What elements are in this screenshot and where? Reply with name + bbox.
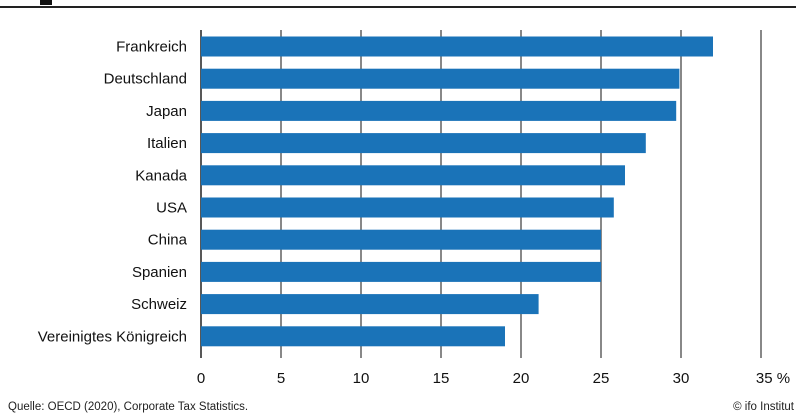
bar (201, 36, 713, 57)
bar (201, 197, 614, 218)
bar (201, 165, 625, 186)
x-tick-label: 10 (353, 370, 370, 387)
x-tick-label: 15 (433, 370, 450, 387)
category-label: Japan (146, 103, 187, 120)
x-tick-label: 20 (513, 370, 530, 387)
x-tick-label: 5 (277, 370, 285, 387)
category-label: Vereinigtes Königreich (38, 328, 187, 345)
bar (201, 68, 680, 89)
category-label: Italien (147, 135, 187, 152)
category-label: Schweiz (131, 296, 187, 313)
bar (201, 294, 539, 315)
bar (201, 133, 646, 154)
top-rule (0, 6, 796, 8)
x-tick-label: 30 (673, 370, 690, 387)
bar (201, 326, 505, 347)
x-tick-label: 25 (593, 370, 610, 387)
source-note: Quelle: OECD (2020), Corporate Tax Stati… (8, 401, 249, 413)
category-label: Kanada (135, 167, 187, 184)
clipped-title-fragment (36, 0, 76, 5)
category-label: Spanien (132, 264, 187, 281)
x-tick-label: 35 % (756, 370, 790, 387)
credit-note: © ifo Institut (733, 401, 794, 413)
bar-chart: Frankreich Deutschland Japan Italien Kanada U… (38, 30, 790, 387)
x-tick-labels: 0 5 10 15 20 25 30 35 % (197, 370, 790, 387)
bar (201, 100, 677, 121)
category-label: China (148, 232, 188, 249)
category-labels: Frankreich Deutschland Japan Italien Kanada U… (38, 39, 188, 346)
bar (201, 261, 601, 282)
bars (201, 36, 713, 347)
bar (201, 229, 601, 250)
category-label: Frankreich (116, 39, 187, 56)
category-label: Deutschland (104, 71, 187, 88)
x-tick-label: 0 (197, 370, 205, 387)
category-label: USA (156, 200, 187, 217)
